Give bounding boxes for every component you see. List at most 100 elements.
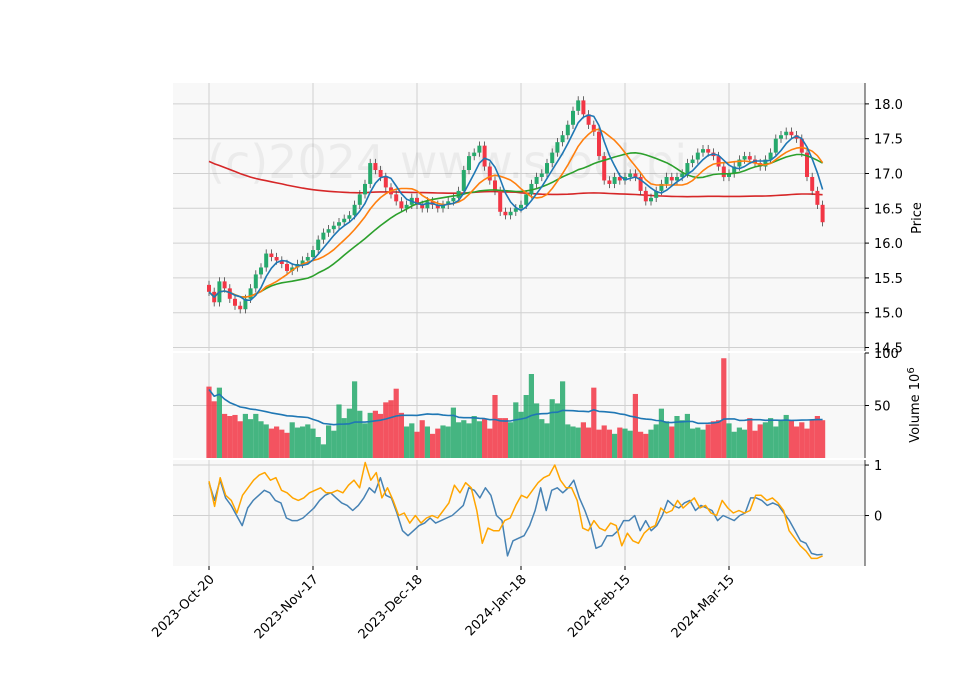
candle bbox=[581, 100, 586, 115]
candle bbox=[238, 305, 243, 310]
volume-bar bbox=[461, 420, 467, 458]
volume-bar bbox=[393, 388, 399, 458]
candle bbox=[399, 201, 404, 209]
candle bbox=[227, 288, 232, 299]
volume-bar bbox=[695, 427, 701, 458]
volume-bar bbox=[700, 429, 706, 458]
volume-bar bbox=[773, 426, 779, 458]
volume-bar bbox=[820, 420, 826, 458]
candle bbox=[285, 263, 289, 271]
volume-ma-line bbox=[208, 389, 823, 426]
candle bbox=[524, 194, 529, 205]
volume-bar bbox=[331, 430, 337, 458]
candle bbox=[732, 166, 737, 174]
candle bbox=[768, 152, 773, 160]
volume-bar bbox=[404, 426, 410, 458]
candle bbox=[519, 204, 523, 209]
candle bbox=[264, 253, 269, 268]
candle bbox=[560, 135, 565, 143]
oscillator-panel bbox=[173, 460, 865, 566]
volume-bar bbox=[466, 423, 472, 458]
candle bbox=[649, 197, 653, 202]
volume-bar bbox=[362, 423, 368, 458]
candle bbox=[493, 180, 497, 191]
candle bbox=[680, 173, 685, 177]
candle bbox=[617, 176, 622, 181]
candle bbox=[701, 149, 705, 153]
volume-bar bbox=[560, 381, 566, 458]
volume-bar bbox=[809, 420, 815, 458]
oscillator-tick-label: 0 bbox=[874, 510, 882, 525]
volume-bar bbox=[222, 413, 228, 458]
candle bbox=[690, 159, 695, 164]
candle bbox=[357, 194, 362, 205]
volume-bar bbox=[430, 433, 436, 458]
price-axis-label: Price bbox=[910, 202, 925, 234]
candle bbox=[451, 197, 456, 202]
volume-bar bbox=[627, 430, 633, 458]
candle bbox=[810, 176, 815, 191]
candle bbox=[643, 190, 648, 202]
candle bbox=[597, 131, 601, 157]
candle bbox=[222, 281, 227, 289]
volume-bar bbox=[440, 425, 446, 458]
candle bbox=[638, 176, 643, 191]
candle bbox=[503, 211, 508, 216]
volume-bar bbox=[794, 426, 800, 458]
volume-bar bbox=[305, 424, 311, 458]
candle bbox=[259, 267, 263, 275]
candle bbox=[550, 152, 555, 164]
candle bbox=[467, 156, 471, 171]
volume-bar bbox=[783, 414, 789, 458]
volume-bar bbox=[778, 420, 784, 458]
volume-bar bbox=[310, 428, 316, 458]
candle bbox=[477, 145, 482, 153]
candle bbox=[472, 152, 477, 157]
volume-bar bbox=[300, 426, 306, 458]
volume-bar bbox=[690, 428, 696, 458]
candle bbox=[628, 173, 633, 177]
volume-bar bbox=[757, 424, 763, 458]
candle bbox=[300, 260, 305, 264]
volume-bar bbox=[388, 400, 394, 458]
volume-bar bbox=[378, 413, 384, 458]
volume-bar bbox=[638, 431, 644, 458]
volume-bar bbox=[747, 418, 753, 458]
volume-bar bbox=[341, 418, 347, 458]
candle bbox=[279, 260, 284, 264]
candle bbox=[243, 298, 248, 310]
candle bbox=[789, 131, 794, 136]
candle bbox=[820, 204, 825, 223]
candle bbox=[326, 229, 331, 233]
volume-bar bbox=[549, 399, 555, 458]
candle bbox=[404, 204, 409, 209]
volume-bar bbox=[669, 426, 675, 458]
oscillator-tick-label: 1 bbox=[874, 459, 882, 474]
candle bbox=[394, 194, 399, 202]
volume-bar bbox=[352, 381, 358, 458]
volume-bar bbox=[232, 414, 238, 458]
candle bbox=[623, 176, 627, 181]
ma5-line bbox=[208, 114, 824, 302]
volume-bar bbox=[211, 401, 217, 458]
candle bbox=[716, 156, 721, 167]
volume-bar bbox=[456, 422, 462, 458]
candle bbox=[591, 124, 596, 132]
volume-bar bbox=[565, 424, 571, 458]
volume-bar bbox=[752, 430, 758, 458]
candle bbox=[779, 135, 783, 139]
price-tick-label: 18.0 bbox=[874, 98, 903, 113]
candle bbox=[586, 114, 591, 125]
volume-bar bbox=[721, 358, 727, 458]
volume-bar bbox=[487, 428, 493, 458]
volume-bar bbox=[731, 431, 737, 458]
volume-bar bbox=[575, 427, 581, 458]
volume-bar bbox=[372, 410, 378, 458]
candle bbox=[773, 138, 778, 153]
volume-bar bbox=[554, 403, 560, 458]
candle bbox=[342, 218, 347, 223]
volume-bar bbox=[216, 387, 222, 458]
volume-bar bbox=[622, 428, 628, 458]
volume-bar bbox=[253, 413, 259, 458]
volume-bar bbox=[664, 421, 670, 458]
